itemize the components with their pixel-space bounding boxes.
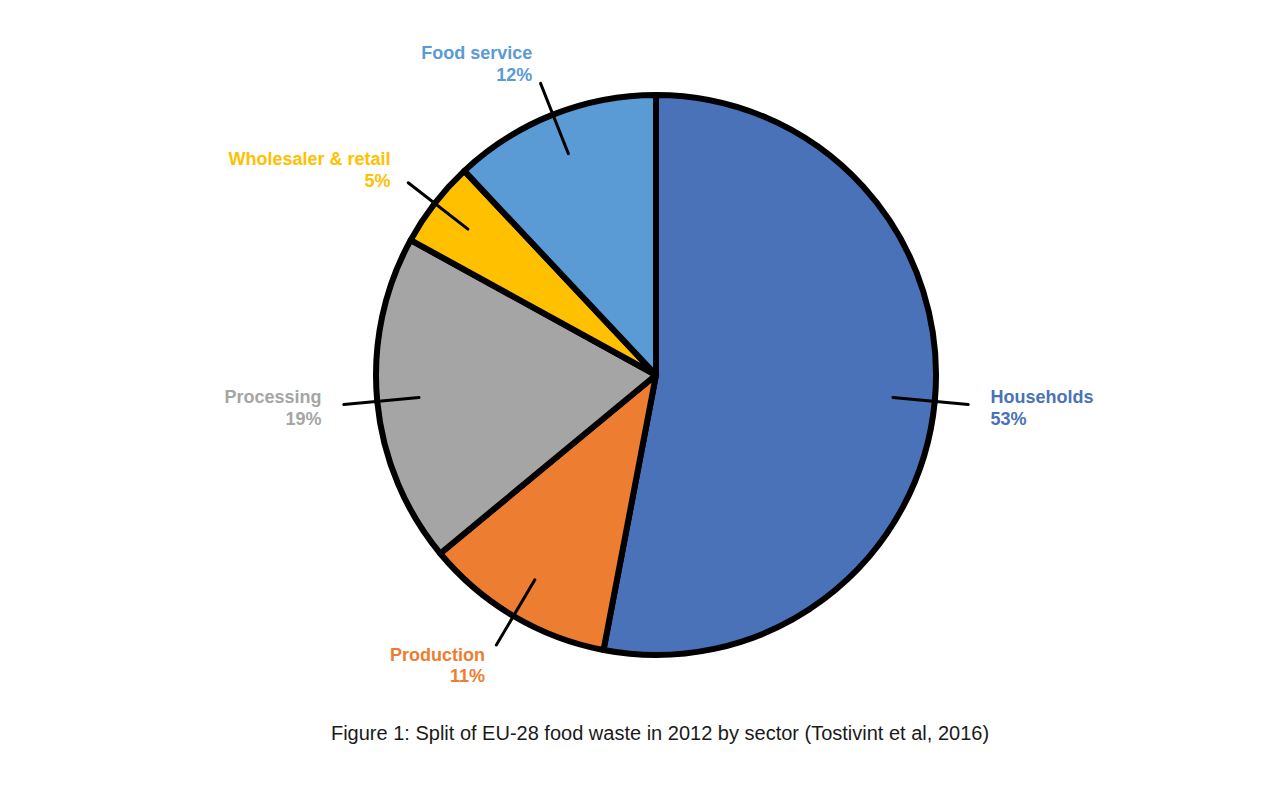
slice-label: Wholesaler & retail5% — [228, 149, 390, 191]
slice-label-name: Wholesaler & retail — [228, 149, 390, 169]
slice-label-value: 11% — [450, 666, 485, 686]
leader-line — [893, 397, 968, 404]
slice-label-value: 19% — [285, 409, 321, 429]
chart-svg: Households53% Production11% Processing19% W… — [0, 0, 1280, 793]
leader-line — [408, 183, 468, 229]
slice-label-value: 5% — [364, 171, 390, 191]
leader-line — [344, 397, 419, 404]
slice-label: Production11% — [390, 645, 485, 687]
slice-label-name: Processing — [224, 387, 321, 407]
chart-title: Figure 1: Split of EU-28 food waste in 2… — [331, 722, 989, 744]
labels: Households53% Production11% Processing19% W… — [224, 43, 1093, 686]
slice-label-name: Households — [991, 387, 1094, 407]
slice-label-value: 53% — [991, 409, 1027, 429]
pie — [376, 95, 936, 655]
slice-label: Households53% — [991, 387, 1094, 429]
slice-label-value: 12% — [496, 65, 532, 85]
slice-label-name: Food service — [421, 43, 532, 63]
slice-label: Food service12% — [421, 43, 532, 85]
slice-label: Processing19% — [224, 387, 321, 429]
slice-label-name: Production — [390, 645, 485, 665]
leader-line — [541, 83, 569, 153]
leader-line — [496, 580, 534, 645]
